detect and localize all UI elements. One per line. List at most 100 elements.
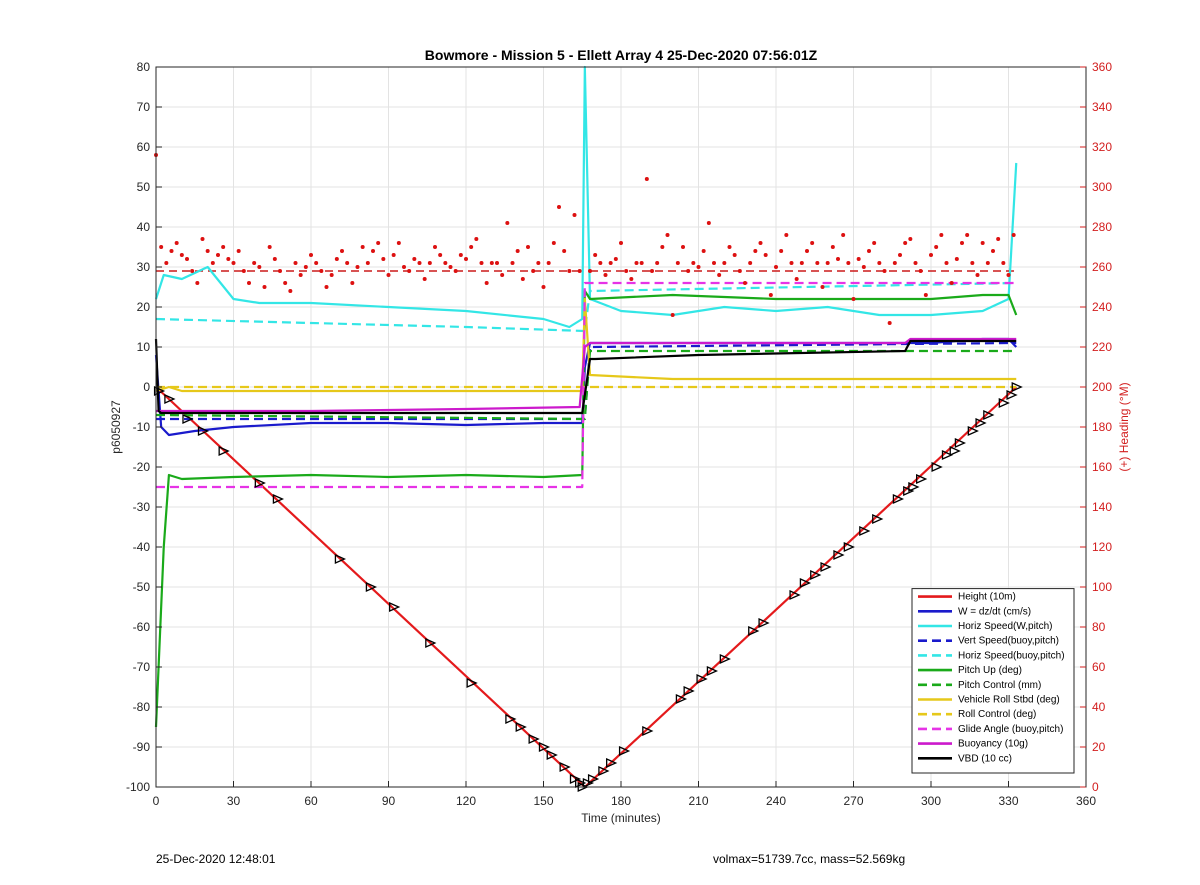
depth-marker: [538, 741, 551, 753]
heading-point: [267, 245, 272, 249]
y2-tick-label: 0: [1092, 780, 1099, 794]
heading-point: [541, 285, 546, 289]
y2-tick-label: 340: [1092, 100, 1112, 114]
y-tick-label: 60: [137, 140, 151, 154]
depth-marker: [789, 589, 801, 601]
x-tick-label: 210: [688, 794, 708, 808]
heading-point: [784, 233, 789, 237]
heading-point: [603, 273, 608, 277]
x-tick-label: 180: [611, 794, 631, 808]
y-tick-label: 80: [137, 60, 151, 74]
heading-point: [644, 177, 649, 181]
heading-point: [386, 273, 391, 277]
depth-marker: [587, 773, 600, 785]
x-axis: 0 30 60 90 120 150 180 210 240 270 300 330 360: [153, 781, 1096, 808]
depth-marker: [606, 757, 618, 769]
heading-point: [908, 237, 913, 241]
heading-point: [799, 261, 804, 265]
depth-marker: [618, 745, 631, 757]
heading-point: [691, 261, 696, 265]
y-tick-label: -70: [133, 660, 151, 674]
heading-point: [779, 249, 784, 253]
depth-marker: [892, 493, 905, 505]
legend-label-vbd-10-cc: VBD (10 cc): [958, 753, 1012, 764]
heading-point: [712, 261, 716, 265]
heading-point: [944, 261, 949, 265]
x-tick-label: 360: [1076, 794, 1096, 808]
heading-point: [562, 249, 567, 253]
heading-point: [365, 261, 370, 265]
heading-point: [929, 253, 933, 257]
heading-point: [1006, 273, 1011, 277]
heading-point: [1011, 233, 1016, 237]
series-line-pitch-control-mm: [155, 349, 1017, 421]
heading-point: [164, 261, 169, 265]
heading-point: [717, 273, 722, 277]
heading-point: [546, 261, 551, 265]
heading-point: [216, 253, 220, 257]
depth-marker: [967, 425, 979, 437]
heading-point: [298, 273, 303, 277]
heading-point: [820, 285, 825, 289]
heading-point: [805, 249, 809, 253]
heading-point: [469, 245, 474, 249]
heading-point: [748, 261, 753, 265]
heading-point: [376, 241, 381, 245]
heading-point: [985, 261, 990, 265]
legend-label-vert-speed-buoy-pitch: Vert Speed(buoy,pitch): [958, 636, 1059, 647]
legend-label-glide-angle-buoy-pitch: Glide Angle (buoy,pitch): [958, 724, 1063, 735]
heading-point: [660, 245, 665, 249]
depth-marker: [706, 665, 719, 677]
heading-point: [825, 261, 830, 265]
heading-point: [438, 253, 443, 257]
heading-point: [898, 253, 902, 257]
y2-tick-label: 120: [1092, 540, 1112, 554]
depth-marker: [153, 385, 166, 397]
depth-marker: [559, 761, 571, 773]
heading-point: [830, 245, 835, 249]
y2-axis-label: (+) Heading (°M): [1117, 382, 1131, 471]
y-tick-label: -30: [133, 500, 151, 514]
heading-point: [221, 245, 226, 249]
heading-point: [355, 265, 360, 269]
y2-tick-label: 40: [1092, 700, 1106, 714]
heading-point: [479, 261, 484, 265]
depth-marker: [872, 513, 884, 525]
heading-point: [515, 249, 520, 253]
depth-marker: [949, 445, 961, 457]
x-tick-label: 150: [533, 794, 553, 808]
heading-point: [846, 261, 851, 265]
heading-point: [815, 261, 820, 265]
y-tick-label: 20: [137, 300, 151, 314]
x-tick-label: 240: [766, 794, 786, 808]
heading-point: [190, 269, 195, 273]
heading-point: [593, 253, 598, 257]
heading-point: [856, 257, 861, 261]
depth-marker: [983, 409, 995, 421]
heading-point: [665, 233, 670, 237]
depth-marker: [719, 653, 731, 665]
depth-marker: [164, 393, 176, 405]
x-axis-label: Time (minutes): [581, 811, 661, 825]
heading-point: [608, 261, 613, 265]
heading-point: [179, 253, 184, 257]
heading-point: [526, 245, 530, 249]
y2-tick-label: 20: [1092, 740, 1106, 754]
heading-point: [283, 281, 288, 285]
depth-marker: [546, 749, 558, 761]
depth-marker: [197, 425, 210, 437]
depth-marker: [182, 413, 194, 425]
depth-marker: [941, 449, 954, 461]
heading-point: [433, 245, 437, 249]
x-tick-label: 90: [382, 794, 396, 808]
heading-point: [851, 297, 856, 301]
heading-point: [551, 241, 556, 245]
heading-point: [536, 261, 541, 265]
heading-point: [262, 285, 267, 289]
heading-point: [345, 261, 350, 265]
chart-title: Bowmore - Mission 5 - Ellett Array 4 25-…: [425, 47, 818, 63]
heading-point: [732, 253, 737, 257]
heading-point: [226, 257, 231, 261]
heading-point: [887, 321, 892, 325]
heading-point: [210, 261, 215, 265]
